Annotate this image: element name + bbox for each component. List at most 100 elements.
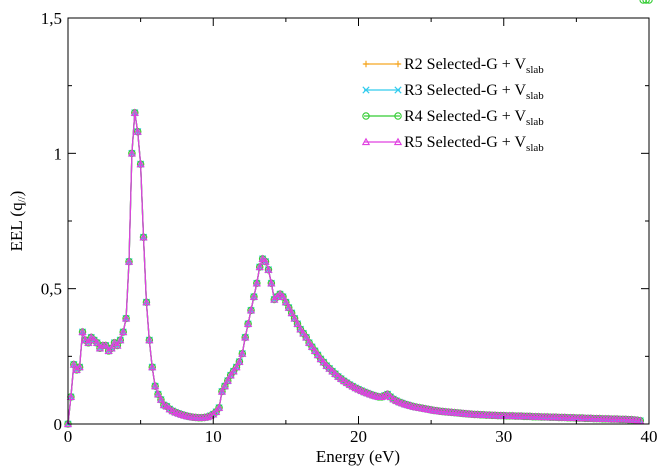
data-point (78, 327, 87, 336)
data-point (264, 265, 273, 273)
data-point (92, 338, 102, 346)
data-point (331, 369, 340, 378)
data-point (66, 392, 76, 401)
data-point (229, 366, 238, 375)
legend-label-main: R2 Selected-G + V (404, 56, 526, 73)
data-point (319, 357, 328, 366)
plot-frame (67, 17, 650, 425)
data-point (206, 411, 215, 419)
data-point (107, 343, 116, 352)
data-point (313, 350, 322, 359)
y-tick-label: 1,5 (41, 9, 62, 28)
data-point (334, 372, 343, 380)
legend-item: R2 Selected-G + Vslab (362, 56, 544, 76)
data-point (278, 292, 288, 300)
data-point (226, 370, 235, 379)
x-axis-ticks: 0 10 20 30 40 (64, 18, 658, 446)
data-point (110, 338, 119, 346)
legend-item: R3 Selected-G + Vslab (362, 82, 544, 102)
data-point (275, 289, 285, 298)
series-markers (65, 110, 644, 428)
data-point (84, 338, 93, 346)
data-point (339, 376, 349, 385)
data-point (302, 333, 311, 341)
data-point (162, 402, 171, 410)
y-axis-label: EEL (q//) (7, 191, 28, 252)
data-point (383, 389, 392, 398)
data-point (217, 387, 227, 395)
legend-marker (394, 86, 402, 94)
data-point (377, 392, 386, 401)
data-point (293, 319, 302, 327)
data-point (203, 412, 212, 421)
data-point (636, 416, 645, 424)
data-point (133, 127, 142, 135)
y-tick-label: 0 (54, 415, 63, 434)
data-point (232, 362, 241, 371)
legend-label-sub: slab (526, 64, 544, 76)
data-point (281, 297, 291, 306)
data-point (151, 381, 160, 390)
data-point (639, 0, 647, 4)
legend-marker (361, 137, 371, 146)
data-point (145, 335, 154, 344)
data-point (212, 407, 221, 415)
series-markers (65, 110, 644, 428)
legend-label-main: R5 Selected-G + V (404, 134, 526, 151)
series-5 (65, 108, 645, 428)
data-point (310, 346, 320, 355)
y-axis-ticks: 0 0,5 1 1,5 (41, 9, 649, 434)
legend-marker (393, 137, 403, 146)
legend-marker (362, 86, 370, 94)
data-point (290, 314, 299, 322)
data-point (267, 278, 276, 287)
legend-marker (394, 60, 402, 68)
legend-label-sub: slab (526, 142, 544, 154)
data-point (223, 376, 232, 384)
legend-item: R5 Selected-G + Vslab (361, 134, 544, 154)
series-markers (64, 0, 653, 428)
data-point (284, 303, 293, 311)
data-point (75, 362, 84, 371)
data-point (325, 364, 334, 372)
data-point (81, 335, 90, 344)
data-point (296, 324, 305, 333)
data-point (238, 349, 247, 357)
data-point (235, 357, 244, 365)
legend-label: R4 Selected-G + Vslab (404, 108, 544, 128)
data-point (299, 328, 308, 337)
data-point (249, 292, 259, 300)
x-tick-label: 20 (350, 427, 367, 446)
data-point (241, 333, 250, 341)
data-point (322, 361, 331, 369)
legend-label-sub: slab (526, 116, 544, 128)
y-axis-label-sub: // (16, 195, 28, 202)
data-point (136, 159, 145, 168)
data-point (130, 108, 139, 116)
y-tick-label: 0,5 (41, 280, 62, 299)
data-point (336, 374, 346, 382)
data-point (69, 360, 78, 368)
data-point (165, 404, 174, 413)
data-point (121, 314, 131, 322)
data-point (304, 338, 314, 346)
data-point (156, 395, 166, 403)
series-4 (64, 0, 653, 428)
series-markers (65, 108, 645, 428)
x-tick-label: 0 (64, 427, 73, 446)
series-3 (65, 110, 644, 428)
legend-item: R4 Selected-G + Vslab (362, 108, 544, 128)
data-point (127, 149, 137, 157)
data-point (153, 389, 163, 398)
data-point (119, 327, 128, 336)
data-point (380, 391, 389, 399)
data-point (142, 297, 151, 306)
data-point (116, 335, 125, 344)
data-point (87, 333, 96, 341)
data-point (252, 278, 261, 287)
x-tick-label: 30 (495, 427, 512, 446)
data-point (124, 257, 134, 265)
data-point (148, 362, 157, 371)
data-point (258, 254, 267, 263)
